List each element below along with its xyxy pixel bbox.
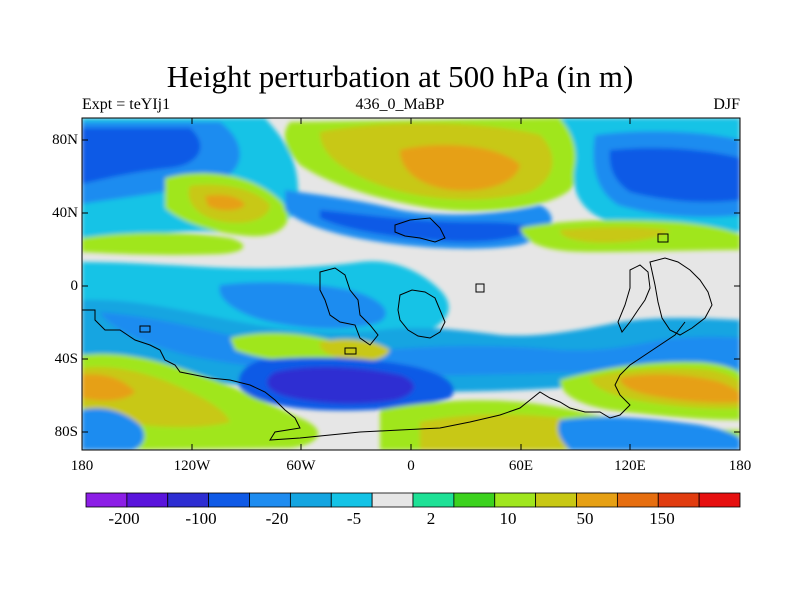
period-label: 436_0_MaBP	[355, 96, 445, 113]
season-label: DJF	[713, 96, 740, 113]
colorbar-swatch	[698, 492, 741, 508]
figure-title: Height perturbation at 500 hPa (in m)	[166, 59, 634, 94]
lat-ticks	[82, 139, 740, 433]
lon-label-0: 0	[407, 458, 415, 474]
natl-high-core	[205, 194, 245, 211]
colorbar-label: -20	[265, 509, 289, 528]
lon-label-120w: 120W	[173, 458, 211, 474]
colorbar-swatch	[249, 492, 291, 508]
colorbar-label: 2	[426, 509, 436, 528]
experiment-label: Expt = teYIj1	[82, 96, 171, 113]
eurasia-high-core	[400, 145, 520, 191]
nh-subtrop-high-east-inner	[560, 227, 670, 243]
colorbar-swatch	[576, 492, 618, 508]
lon-label-60w: 60W	[286, 458, 316, 474]
pacific-nh-low-core	[609, 147, 740, 203]
sh-east-high-core	[620, 374, 740, 403]
colorbar-swatch	[126, 492, 169, 508]
coastlines	[82, 217, 713, 441]
colorbar-swatch	[494, 492, 537, 508]
colorbar-label: 10	[499, 509, 517, 528]
colorbar-label: -5	[346, 509, 362, 528]
sh-polar-low-core	[267, 366, 414, 404]
colorbar-swatch	[85, 492, 128, 508]
lat-label-0: 0	[70, 278, 79, 294]
tropical-low-inner	[219, 282, 386, 329]
arctic-west-low-core	[82, 128, 201, 184]
colorbar-swatch	[330, 492, 373, 508]
sh-atl-high	[230, 332, 343, 363]
lon-label-60e: 60E	[508, 458, 534, 474]
colorbar-swatch	[289, 492, 332, 508]
nh-subtrop-high-west	[82, 232, 244, 255]
colorbar-label: 50	[576, 509, 594, 528]
sh-atl-high-inner	[319, 339, 390, 362]
lon-label-120e: 120E	[614, 458, 646, 474]
contour-field	[82, 118, 740, 450]
lat-label-40s: 40S	[54, 351, 78, 367]
colorbar-swatch	[535, 492, 577, 508]
colorbar	[85, 492, 741, 508]
colorbar-swatch	[412, 492, 455, 508]
sh-far-south-low	[558, 417, 740, 450]
sh-bottom-west-low	[82, 408, 145, 450]
lat-label-80s: 80S	[54, 424, 78, 440]
lon-ticks	[81, 118, 741, 450]
colorbar-swatch	[208, 492, 250, 508]
lat-label-40n: 40N	[52, 205, 78, 221]
nh-midlat-low-inner	[320, 210, 530, 242]
sh-mid-high-west-core	[82, 374, 135, 401]
colorbar-label: -200	[108, 509, 140, 528]
colorbar-swatch	[657, 492, 700, 508]
colorbar-label: 150	[649, 509, 675, 528]
lon-label-180w: 180	[70, 458, 94, 474]
colorbar-swatch	[167, 492, 210, 508]
colorbar-swatch	[616, 492, 659, 508]
lat-label-80n: 80N	[52, 132, 78, 148]
lon-label-180e: 180	[728, 458, 752, 474]
colorbar-swatch	[453, 492, 496, 508]
colorbar-swatch	[371, 492, 414, 508]
colorbar-label: -100	[185, 509, 217, 528]
